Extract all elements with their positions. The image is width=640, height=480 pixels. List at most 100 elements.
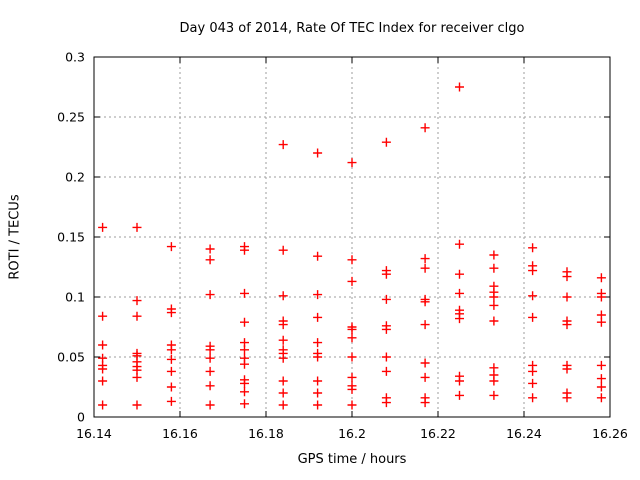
data-point [455, 269, 464, 279]
y-tick-label: 0.05 [57, 350, 85, 365]
data-point [98, 376, 108, 386]
data-point [528, 378, 538, 388]
data-point [98, 364, 108, 374]
data-point [313, 290, 323, 300]
data-point [166, 396, 176, 406]
data-point [455, 390, 464, 400]
data-point [240, 317, 249, 327]
y-tick-label: 0.1 [65, 290, 85, 305]
data-point [240, 378, 249, 388]
data-point [528, 243, 538, 253]
y-tick-label: 0.3 [65, 50, 85, 65]
data-point [313, 312, 323, 322]
data-point [205, 290, 215, 300]
data-point [596, 317, 606, 327]
data-point [455, 376, 464, 386]
data-point [596, 374, 606, 384]
data-point [562, 364, 572, 374]
data-point [381, 398, 391, 408]
data-point [489, 300, 499, 310]
data-point [166, 242, 176, 252]
data-point [420, 297, 430, 307]
data-point [313, 352, 323, 362]
data-point [240, 387, 249, 397]
data-point [205, 381, 215, 391]
data-point [455, 239, 464, 249]
data-point [596, 360, 606, 370]
data-point [489, 250, 499, 260]
data-point [166, 354, 176, 364]
data-point [381, 352, 391, 362]
data-point [347, 276, 357, 286]
data-point [562, 393, 572, 403]
data-point [562, 272, 572, 282]
data-point [455, 288, 464, 298]
data-point [420, 320, 430, 330]
y-tick-label: 0.25 [57, 110, 85, 125]
data-point [528, 366, 538, 376]
data-point [489, 292, 499, 302]
y-tick-label: 0.2 [65, 170, 85, 185]
data-point [420, 263, 430, 273]
data-point [420, 254, 430, 264]
data-point [98, 400, 108, 410]
data-point [166, 382, 176, 392]
data-point [132, 222, 142, 232]
data-point [205, 244, 215, 254]
data-point [98, 222, 108, 232]
data-point [455, 82, 464, 92]
data-point [132, 372, 142, 382]
data-point [240, 288, 249, 298]
data-point [166, 366, 176, 376]
y-tick-label: 0.15 [57, 230, 85, 245]
x-tick-label: 16.24 [506, 426, 542, 441]
x-tick-label: 16.2 [338, 426, 366, 441]
data-point [313, 148, 323, 158]
data-point [347, 324, 357, 334]
data-point [132, 400, 142, 410]
data-point [381, 269, 391, 279]
data-point [166, 308, 176, 318]
data-point [132, 311, 142, 321]
data-point [278, 335, 288, 345]
data-point [420, 358, 430, 368]
data-point [278, 388, 288, 398]
data-point [528, 393, 538, 403]
data-point [205, 400, 215, 410]
data-point [455, 314, 464, 324]
data-point [489, 263, 499, 273]
data-point [240, 359, 249, 369]
data-point [98, 340, 108, 350]
data-point [596, 393, 606, 403]
data-point [420, 398, 430, 408]
data-point [347, 400, 357, 410]
data-point [278, 291, 288, 301]
data-point [528, 266, 538, 276]
data-point [381, 366, 391, 376]
data-point [489, 376, 499, 386]
data-point [205, 255, 215, 265]
data-point [132, 296, 142, 306]
data-point [489, 390, 499, 400]
data-point [596, 292, 606, 302]
data-point [278, 400, 288, 410]
data-point [313, 251, 323, 261]
data-point [278, 140, 288, 150]
data-point [98, 311, 108, 321]
data-point [347, 158, 357, 168]
data-point [240, 399, 249, 409]
data-point [562, 320, 572, 330]
y-tick-label: 0 [77, 410, 85, 425]
data-point [562, 292, 572, 302]
data-point [205, 353, 215, 363]
data-point [347, 372, 357, 382]
data-point [381, 324, 391, 334]
data-point [347, 384, 357, 394]
x-tick-label: 16.22 [420, 426, 456, 441]
data-point [166, 345, 176, 355]
data-point [313, 388, 323, 398]
data-point [313, 338, 323, 348]
data-point [381, 137, 391, 147]
data-point [381, 294, 391, 304]
